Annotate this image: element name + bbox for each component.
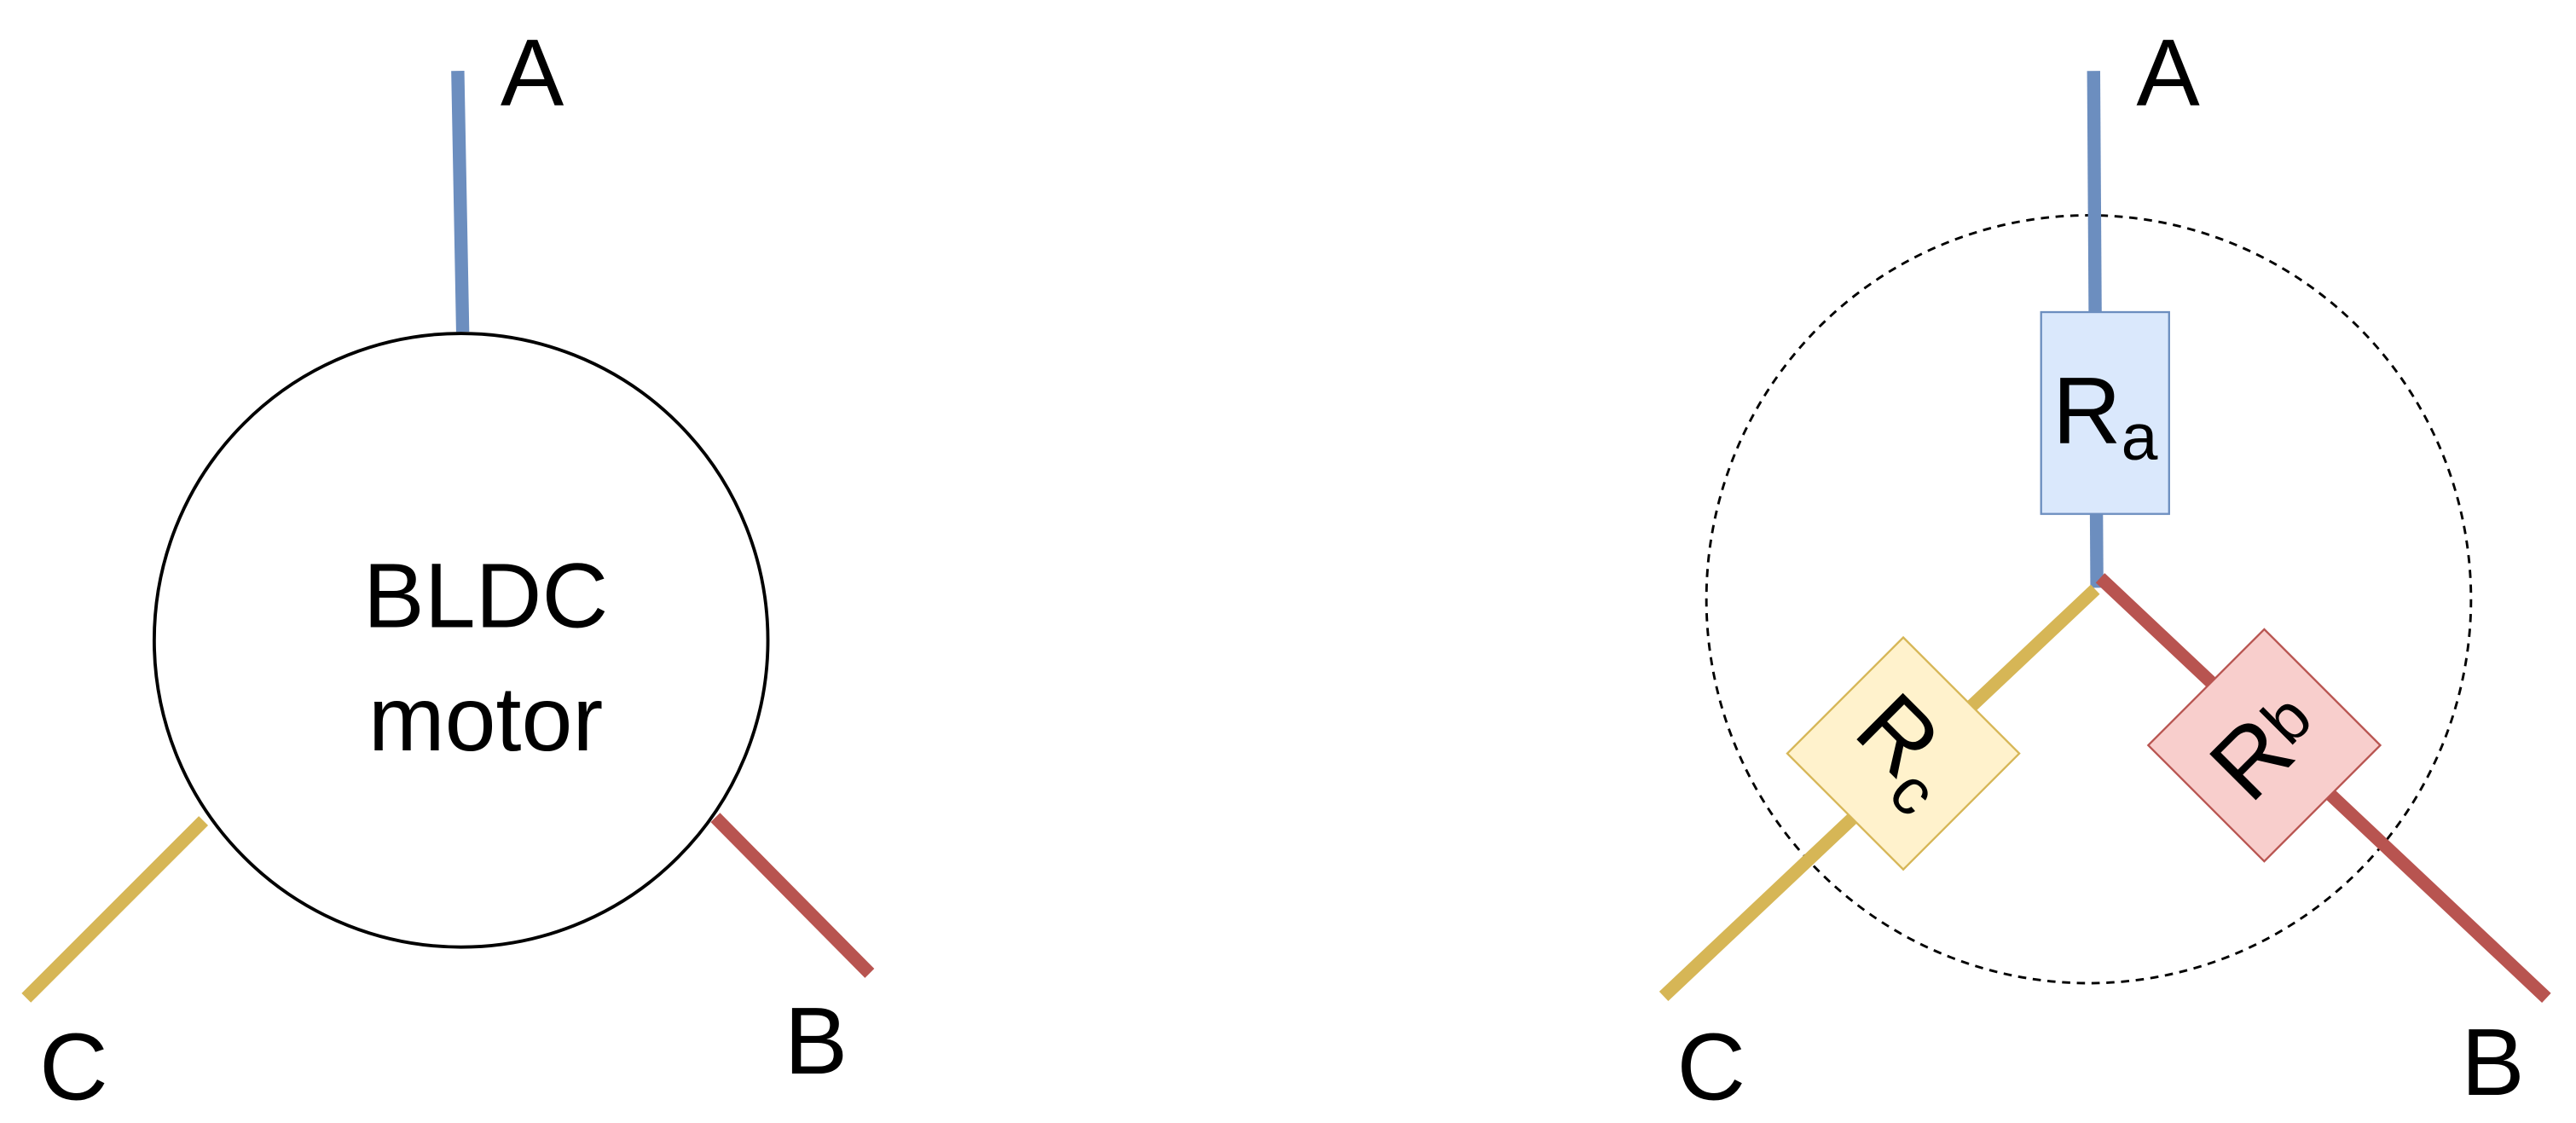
terminal-b-label-right: B bbox=[2461, 1009, 2524, 1115]
terminal-a-label-left: A bbox=[501, 20, 564, 126]
terminal-b-label-left: B bbox=[784, 987, 848, 1094]
phase-a-lead-left bbox=[451, 71, 470, 333]
phase-c-lead-left bbox=[21, 816, 209, 1003]
motor-circle bbox=[152, 332, 770, 949]
resistor-c: Rc bbox=[1786, 635, 2021, 871]
resistor-b-body bbox=[2146, 628, 2382, 863]
resistor-b: Rb bbox=[2146, 628, 2382, 863]
motor-label-line2: motor bbox=[368, 667, 603, 770]
resistor-a: Ra bbox=[2040, 310, 2170, 515]
phase-b-lead-left bbox=[710, 813, 875, 978]
resistor-c-body bbox=[1786, 635, 2021, 871]
terminal-c-label-left: C bbox=[39, 1014, 108, 1120]
bldc-motor-symbol: BLDC motor A C B bbox=[21, 20, 875, 1120]
resistor-a-label: Ra bbox=[2052, 357, 2158, 474]
wye-resistor-network: Ra Rb Rc A C B bbox=[1658, 20, 2551, 1120]
resistor-a-body bbox=[2040, 310, 2170, 515]
terminal-c-label-right: C bbox=[1677, 1014, 1746, 1120]
terminal-a-label-right: A bbox=[2136, 20, 2200, 126]
motor-label-line1: BLDC bbox=[363, 543, 608, 646]
